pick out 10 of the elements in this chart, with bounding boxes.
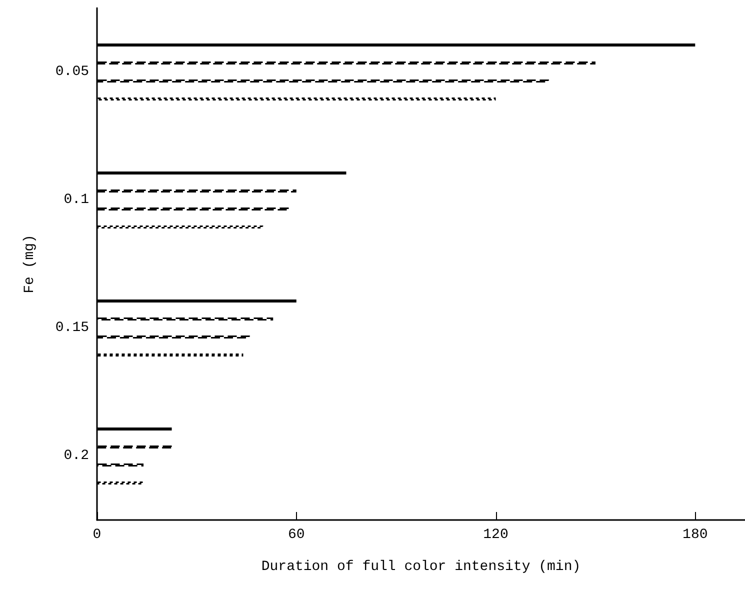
y-tick-label: 0.15 xyxy=(55,320,89,336)
y-tick-label: 0.2 xyxy=(64,448,89,464)
x-tick-label: 0 xyxy=(92,527,102,543)
y-tick-label: 0.05 xyxy=(55,64,89,80)
x-tick-label: 120 xyxy=(483,527,508,543)
y-axis-title: Fe (mg) xyxy=(22,234,38,294)
x-tick-label: 60 xyxy=(288,527,305,543)
x-axis-title: Duration of full color intensity (min) xyxy=(261,559,581,575)
x-tick-label: 180 xyxy=(682,527,708,543)
y-tick-label: 0.1 xyxy=(64,192,89,208)
